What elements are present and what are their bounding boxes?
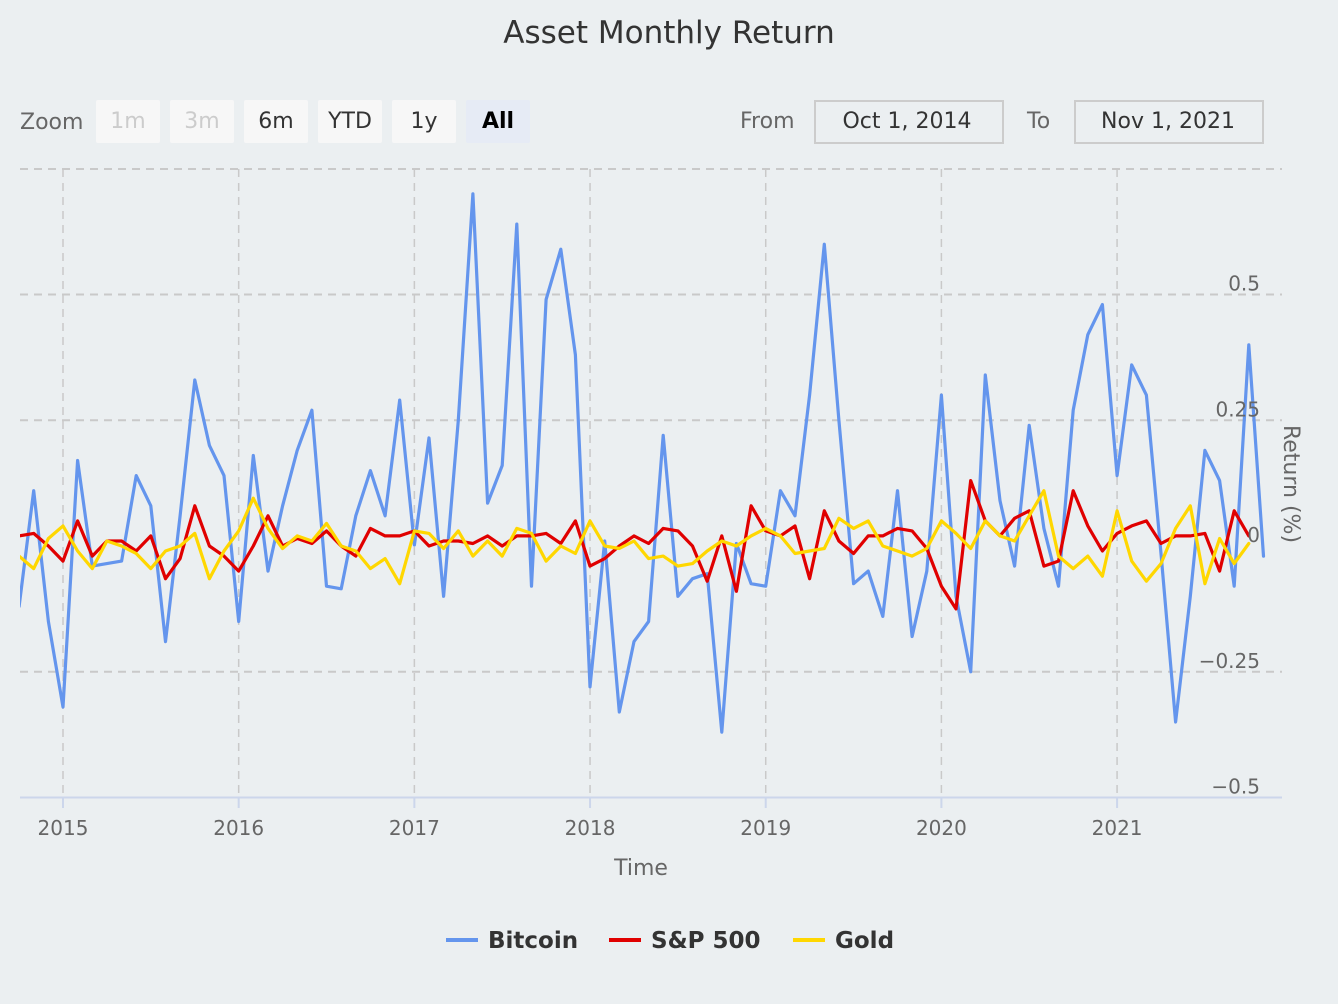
x-tick-label: 2017 [389,816,440,840]
legend-label: Bitcoin [488,928,578,954]
zoom-button-3m-label: 3m [184,109,219,134]
from-date-value: Oct 1, 2014 [842,109,971,134]
legend-label: S&P 500 [651,928,761,954]
range-selector: Zoom 1m 3m 6m YTD 1y All From Oct 1, 2 [20,100,1264,144]
zoom-button-1m-label: 1m [110,109,145,134]
x-tick-label: 2016 [213,816,264,840]
zoom-button-1y-label: 1y [410,109,437,134]
series-line-s-p-500[interactable] [19,479,1251,611]
legend-item-s-p-500[interactable]: S&P 500 [609,928,761,954]
zoom-button-6m-label: 6m [258,109,293,134]
y-tick-label: 0.5 [1228,272,1260,296]
x-tick-label: 2015 [38,816,89,840]
y-axis-ticks: 0.5 0.25 0 −0.25 −0.5 [1199,272,1260,799]
x-tick-label: 2018 [565,816,616,840]
zoom-button-1m[interactable]: 1m [96,100,160,143]
zoom-button-1y[interactable]: 1y [392,100,456,143]
zoom-button-6m[interactable]: 6m [244,100,308,143]
series-line-bitcoin[interactable] [19,192,1266,734]
to-date-value: Nov 1, 2021 [1101,109,1235,134]
zoom-button-all-label: All [482,109,514,134]
x-tick-label: 2020 [916,816,967,840]
y-tick-label: 0 [1247,523,1260,547]
y-tick-label: −0.25 [1199,649,1260,673]
zoom-button-ytd-label: YTD [327,109,372,134]
x-tick-label: 2021 [1092,816,1143,840]
x-tick-label: 2019 [740,816,791,840]
series-line-gold[interactable] [19,489,1251,586]
zoom-button-ytd[interactable]: YTD [318,100,382,143]
axes [62,798,1119,808]
legend-item-gold[interactable]: Gold [793,928,894,954]
x-axis-ticks: 2015 2016 2017 2018 2019 2020 2021 [38,816,1143,840]
to-label: To [1026,109,1050,134]
x-axis-title: Time [613,856,668,881]
y-axis-title: Return (%) [1278,425,1303,543]
chart-title: Asset Monthly Return [503,15,834,51]
y-tick-label: −0.5 [1211,775,1260,799]
legend-label: Gold [835,928,894,954]
to-date-input[interactable]: Nov 1, 2021 [1074,100,1264,144]
legend: Bitcoin S&P 500 Gold [446,928,894,954]
legend-item-bitcoin[interactable]: Bitcoin [446,928,578,954]
plot-series [19,192,1266,734]
zoom-button-3m[interactable]: 3m [170,100,234,143]
zoom-label: Zoom [20,110,83,135]
zoom-button-all[interactable]: All [466,100,530,143]
y-tick-label: 0.25 [1215,397,1260,421]
from-label: From [740,109,795,134]
grid [20,168,1282,799]
from-date-input[interactable]: Oct 1, 2014 [814,100,1004,144]
